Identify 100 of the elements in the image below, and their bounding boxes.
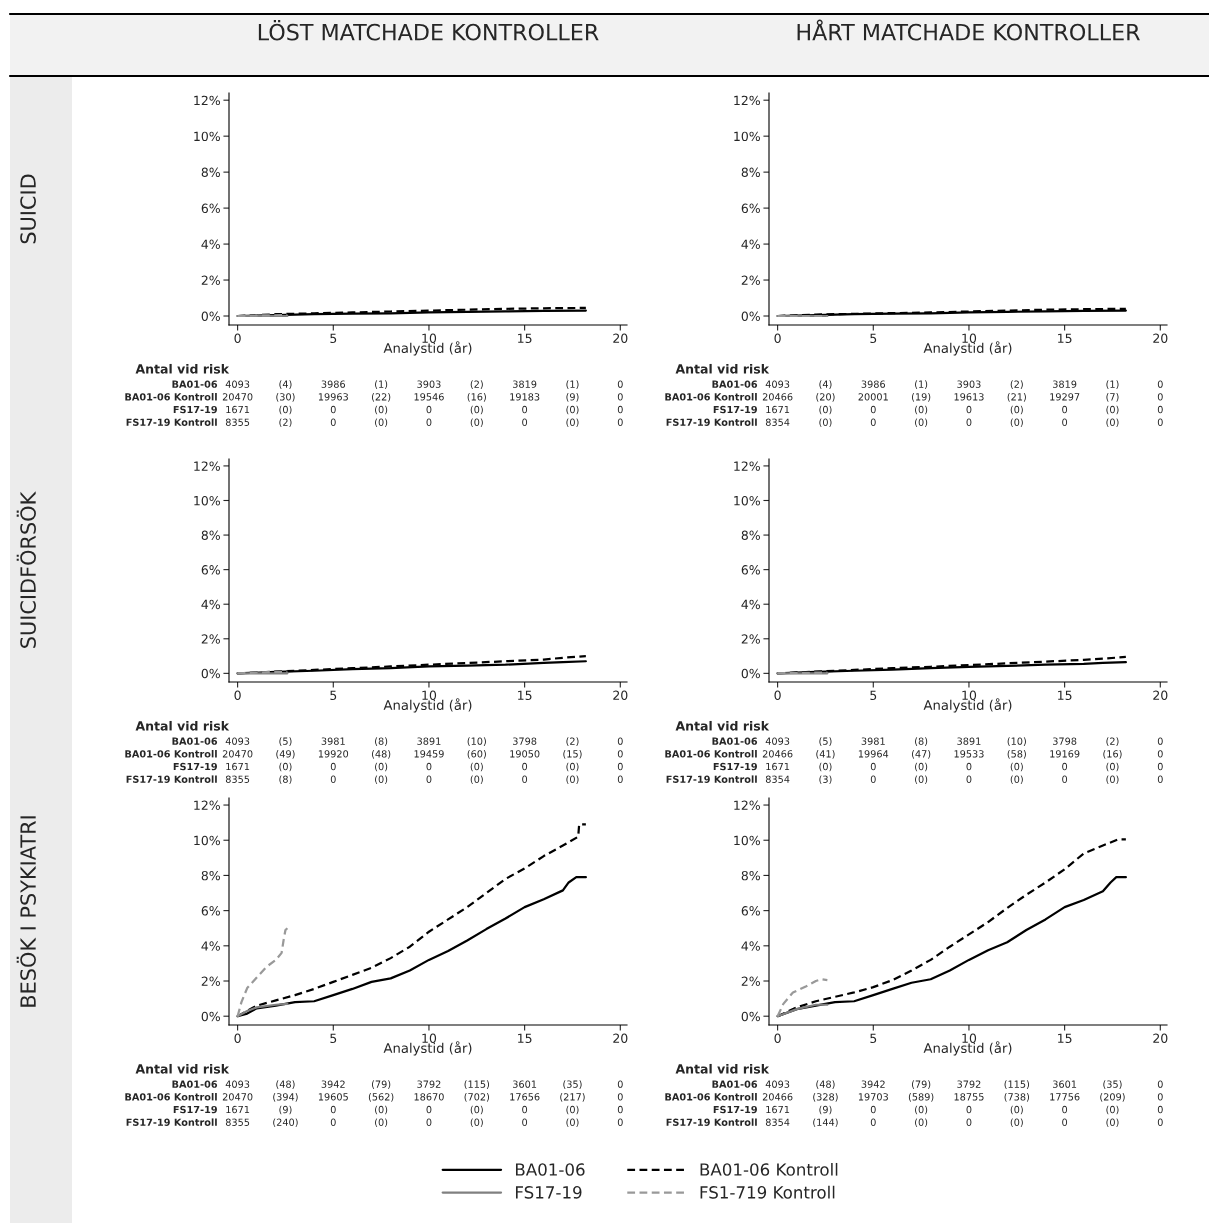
text: (217) [560, 1093, 585, 1102]
y-tick-label: 4% [201, 599, 220, 610]
text: (2) [1010, 380, 1023, 389]
text: (0) [915, 1118, 928, 1128]
legend-label: FS17-19 [516, 1186, 582, 1199]
text: 0 [1157, 750, 1163, 758]
text: (0) [1010, 1105, 1023, 1115]
text: 0 [1157, 775, 1163, 783]
text: (0) [470, 405, 483, 415]
text: 0 [617, 1093, 623, 1101]
x-tick-label: 5 [870, 690, 877, 701]
x-axis-title: Analystid (år) [383, 1041, 472, 1056]
text: (0) [566, 405, 579, 415]
text: BA01-06 Kontroll [665, 750, 757, 758]
text: 0 [522, 405, 528, 414]
text: (15) [563, 750, 582, 759]
y-tick-label: 12% [194, 95, 220, 106]
text: 1671 [226, 1105, 250, 1114]
y-tick-label: 2% [201, 275, 220, 285]
text: (19) [911, 393, 931, 402]
text: (0) [566, 1118, 579, 1128]
text: (20) [816, 393, 835, 402]
x-tick-label: 10 [422, 690, 437, 701]
text: 0 [617, 762, 623, 771]
text: (0) [1010, 405, 1023, 415]
text: (16) [1103, 750, 1122, 759]
x-tick-label: 0 [234, 333, 241, 344]
text: 3942 [861, 1080, 885, 1088]
text: 0 [966, 405, 972, 414]
text: (0) [470, 1118, 483, 1128]
text: (48) [276, 1080, 295, 1089]
text: 0 [617, 750, 623, 758]
y-tick-label: 8% [741, 870, 760, 881]
y-tick-label: 6% [741, 203, 760, 214]
text: (48) [816, 1080, 835, 1089]
text: (0) [566, 418, 579, 428]
text: 0 [1062, 1105, 1068, 1114]
text: 0 [522, 1105, 528, 1114]
x-tick-label: 5 [330, 690, 337, 701]
text: 20470 [222, 750, 253, 758]
y-tick-label: 4% [741, 599, 760, 610]
y-tick-label: 10% [734, 131, 760, 142]
text: BA01-06 [172, 1080, 218, 1088]
text: (9) [819, 1105, 832, 1115]
text: 0 [617, 737, 623, 745]
text: 0 [617, 380, 623, 388]
text: (60) [467, 750, 486, 759]
text: BA01-06 [712, 380, 758, 388]
y-tick-label: 10% [194, 835, 220, 846]
text: (0) [470, 1105, 483, 1115]
text: (79) [371, 1080, 391, 1089]
text: 0 [522, 762, 528, 771]
text: (0) [566, 762, 579, 772]
text: 3601 [1053, 1080, 1077, 1088]
text: (115) [1004, 1080, 1030, 1089]
text: 19613 [954, 393, 984, 401]
text: 0 [1157, 380, 1163, 388]
text: (0) [915, 405, 928, 415]
text: (0) [375, 1118, 388, 1128]
text: 19169 [1050, 750, 1080, 758]
y-tick-label: 10% [194, 131, 220, 142]
text: 20470 [222, 393, 253, 401]
y-tick-label: 8% [741, 167, 760, 178]
text: 0 [522, 418, 528, 426]
text: 3792 [957, 1080, 981, 1088]
x-tick-label: 10 [422, 1033, 437, 1044]
text: 3891 [957, 737, 981, 745]
text: 0 [617, 393, 623, 401]
text: (0) [1106, 1118, 1119, 1128]
text: 8354 [765, 418, 790, 426]
text: 4093 [765, 380, 790, 388]
text: 19964 [858, 750, 889, 758]
text: 3981 [321, 737, 345, 745]
text: 3903 [957, 380, 981, 388]
text: Antal vid risk [135, 720, 230, 731]
text: 3986 [861, 380, 886, 388]
text: 17756 [1050, 1093, 1080, 1101]
text: 0 [617, 405, 623, 414]
text: 0 [870, 418, 876, 426]
x-tick-label: 10 [962, 1033, 977, 1044]
text: 0 [617, 1080, 623, 1088]
x-tick-label: 15 [1058, 690, 1072, 701]
text: 0 [1062, 405, 1068, 414]
text: 0 [1157, 762, 1163, 771]
text: (115) [464, 1080, 490, 1089]
x-tick-label: 15 [1058, 333, 1072, 344]
text: (1) [1106, 380, 1119, 389]
x-tick-label: 20 [613, 1033, 628, 1044]
text: (0) [375, 405, 388, 415]
text: 20470 [222, 1093, 253, 1101]
text: 0 [966, 1118, 972, 1126]
y-tick-label: 4% [201, 941, 220, 951]
text: FS17-19 [173, 1105, 217, 1114]
text: (0) [1010, 418, 1023, 428]
x-tick-label: 15 [518, 1033, 532, 1044]
text: 3942 [321, 1080, 345, 1088]
text: BA01-06 Kontroll [125, 1093, 217, 1101]
text: 18670 [414, 1093, 444, 1101]
x-tick-label: 20 [1153, 690, 1168, 701]
text: 0 [1062, 418, 1068, 426]
